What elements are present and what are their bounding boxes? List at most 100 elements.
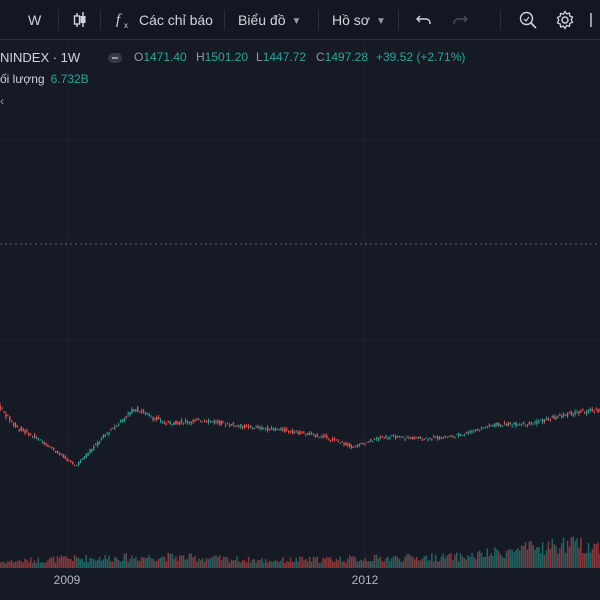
candle-body <box>479 430 481 431</box>
volume-bar <box>454 554 456 568</box>
volume-bar <box>119 561 122 568</box>
candle-body <box>517 425 519 426</box>
volume-bar <box>3 561 5 568</box>
volume-bar <box>410 556 412 568</box>
volume-bar <box>343 560 345 568</box>
candle-body <box>246 425 248 427</box>
candle-body <box>557 416 559 418</box>
candle-body <box>41 441 43 443</box>
candle-body <box>503 422 506 424</box>
volume-bar <box>81 558 84 568</box>
candle-body <box>45 443 47 445</box>
candle-body <box>351 445 353 448</box>
volume-bar <box>503 558 506 568</box>
interval-button[interactable]: W <box>28 12 42 28</box>
ohlc-close: C1497.28 <box>316 50 368 64</box>
collapse-legend-icon[interactable]: ‹ <box>0 94 4 108</box>
candle-body <box>5 414 7 418</box>
candlestick-icon[interactable] <box>68 0 92 40</box>
candle-body <box>423 439 425 440</box>
candle-body <box>318 437 320 438</box>
volume-bar <box>347 558 349 568</box>
fullscreen-icon[interactable] <box>588 0 600 40</box>
volume-bar <box>201 558 204 568</box>
volume-bar <box>114 556 116 568</box>
volume-bar <box>400 562 403 568</box>
volume-bar <box>477 551 479 568</box>
candle-body <box>184 420 187 422</box>
volume-bar <box>541 542 544 568</box>
candle-body <box>93 446 95 450</box>
volume-bar <box>171 553 173 568</box>
volume-bar <box>595 543 597 568</box>
candle-body <box>26 430 28 432</box>
candle-body <box>79 459 82 463</box>
candle-body <box>431 438 433 440</box>
volume-bar <box>33 560 36 568</box>
candle-body <box>154 418 156 420</box>
candle-body <box>161 421 164 422</box>
candle-body <box>58 452 61 455</box>
volume-bar <box>494 547 496 568</box>
candle-body <box>261 427 263 430</box>
candle-body <box>205 421 208 423</box>
volume-bar <box>117 560 120 568</box>
quick-search-icon[interactable] <box>516 0 540 40</box>
volume-bar <box>238 561 240 568</box>
candle-body <box>14 422 17 427</box>
candle-body <box>28 432 30 436</box>
volume-bar <box>30 557 32 568</box>
candle-body <box>551 416 553 418</box>
volume-bar <box>180 555 183 568</box>
volume-bar <box>433 561 435 568</box>
volume-bar <box>543 554 546 568</box>
volume-bar <box>242 560 244 568</box>
symbol-name[interactable]: NINDEX · 1W <box>0 50 81 65</box>
low-value: 1447.72 <box>262 50 307 64</box>
volume-bar <box>287 561 290 568</box>
volume-bar <box>190 553 192 568</box>
candle-body <box>465 432 467 434</box>
candle-body <box>37 438 40 440</box>
volume-bar <box>572 536 574 568</box>
candle-body <box>412 436 414 440</box>
chart-type-button[interactable]: Biểu đồ ▼ <box>238 0 301 40</box>
candle-body <box>580 411 582 413</box>
volume-bar <box>35 563 38 568</box>
candle-body <box>591 409 594 411</box>
volume-bar <box>72 561 74 568</box>
candle-body <box>198 418 200 420</box>
candle-body <box>347 443 349 446</box>
gear-icon[interactable] <box>553 0 577 40</box>
candle-body <box>244 424 246 429</box>
volume-bar <box>98 557 101 568</box>
candle-body <box>379 436 382 439</box>
candle-body <box>410 437 412 439</box>
indicators-button[interactable]: Các chỉ báo <box>139 12 213 28</box>
candle-body <box>16 425 19 428</box>
candle-body <box>116 426 118 427</box>
candle-body <box>56 451 59 453</box>
candle-body <box>492 424 494 426</box>
candle-body <box>330 439 332 441</box>
undo-icon[interactable] <box>412 0 436 40</box>
volume-bar <box>320 562 322 568</box>
candle-body <box>274 428 276 431</box>
volume-bar <box>280 560 282 568</box>
volume-bar <box>373 555 376 568</box>
volume-bar <box>574 541 576 568</box>
candle-body <box>83 456 85 460</box>
candle-body <box>30 434 32 436</box>
volume-bar <box>538 547 540 568</box>
profile-button[interactable]: Hồ sơ ▼ <box>332 0 386 40</box>
hide-series-icon[interactable] <box>108 53 122 63</box>
candle-body <box>563 414 565 417</box>
candle-body <box>391 435 393 437</box>
candle-body <box>276 428 278 430</box>
volume-bar <box>440 556 443 568</box>
redo-icon[interactable] <box>448 0 472 40</box>
candle-body <box>165 423 168 425</box>
x-tick-label: 2009 <box>54 573 81 587</box>
